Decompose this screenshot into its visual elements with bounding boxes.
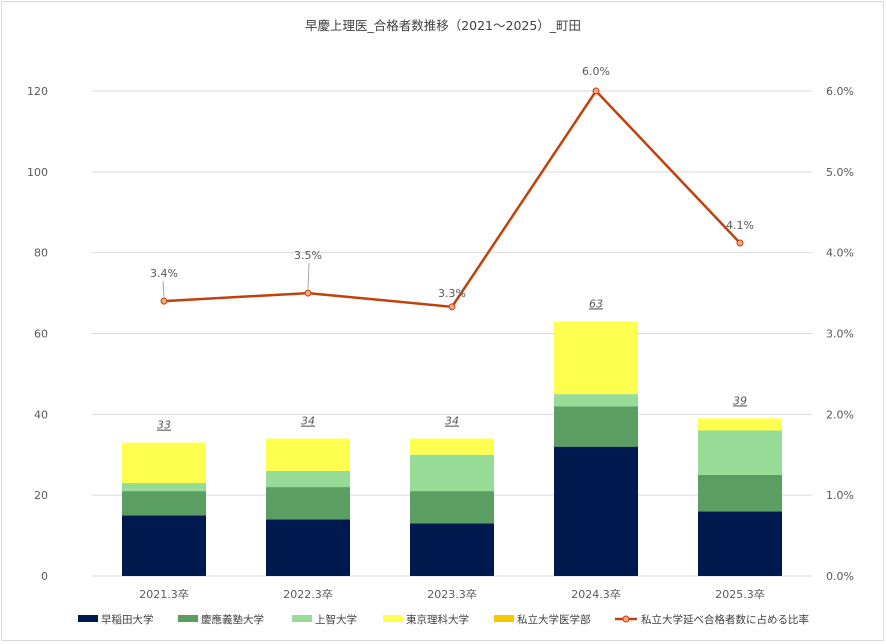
ratio-point <box>448 303 456 311</box>
y2-tick-label: 6.0% <box>826 85 854 98</box>
bar-segment <box>266 487 350 520</box>
y-tick-label: 0 <box>41 570 48 583</box>
ratio-point <box>592 87 600 95</box>
total-label: 34 <box>445 415 459 428</box>
legend-swatch <box>78 615 98 622</box>
legend-swatch <box>494 615 514 622</box>
legend-label: 慶應義塾大学 <box>201 613 264 626</box>
legend-swatch <box>383 615 403 622</box>
x-tick-label: 2023.3卒 <box>427 587 477 601</box>
legend-swatch <box>178 615 198 622</box>
legend-label: 東京理科大学 <box>406 613 469 626</box>
y-tick-label: 40 <box>34 408 48 421</box>
y-tick-label: 120 <box>27 85 48 98</box>
legend-label: 私立大学延べ合格者数に占める比率 <box>641 613 809 626</box>
bar-segment <box>698 418 782 431</box>
y2-tick-label: 2.0% <box>826 408 854 421</box>
ratio-label: 3.3% <box>438 287 466 300</box>
y2-tick-label: 3.0% <box>826 328 854 341</box>
y-tick-label: 20 <box>34 489 48 502</box>
y2-tick-label: 5.0% <box>826 166 854 179</box>
bar-segment <box>698 474 782 512</box>
total-label: 33 <box>157 419 171 432</box>
total-label: 39 <box>733 394 747 407</box>
y-tick-label: 100 <box>27 166 48 179</box>
x-tick-label: 2024.3卒 <box>571 587 621 601</box>
y2-tick-label: 1.0% <box>826 489 854 502</box>
ratio-label: 3.5% <box>294 249 322 262</box>
bar-segment <box>410 454 494 492</box>
x-tick-label: 2022.3卒 <box>283 587 333 601</box>
x-tick-label: 2021.3卒 <box>139 587 189 601</box>
bar-segment <box>266 470 350 488</box>
ratio-label: 4.1% <box>726 219 754 232</box>
bar-segment <box>266 438 350 471</box>
legend-label: 上智大学 <box>315 613 357 626</box>
bar-segment <box>554 394 638 407</box>
bar-segment <box>266 519 350 576</box>
y-tick-label: 80 <box>34 247 48 260</box>
ratio-line <box>163 89 741 309</box>
x-tick-label: 2025.3卒 <box>715 587 765 601</box>
legend-line-marker <box>622 615 630 623</box>
legend-label: 私立大学医学部 <box>517 613 591 626</box>
label-leader <box>307 263 310 290</box>
bar-segment <box>698 430 782 475</box>
legend-label: 早稲田大学 <box>101 613 154 626</box>
ratio-label: 3.4% <box>150 267 178 280</box>
bar-segment <box>122 491 206 516</box>
ratio-point <box>304 289 312 297</box>
bar-segment <box>554 321 638 395</box>
legend-swatch <box>292 615 312 622</box>
label-leader <box>162 281 165 298</box>
chart-title: 早慶上理医_合格者数推移（2021～2025）_町田 <box>305 18 581 33</box>
ratio-label: 6.0% <box>582 65 610 78</box>
bar-segment <box>122 442 206 484</box>
ratio-point <box>160 297 168 305</box>
bar-segment <box>410 523 494 576</box>
total-label: 34 <box>301 415 315 428</box>
bar-segment <box>410 491 494 524</box>
bar-segment <box>698 511 782 576</box>
total-label: 63 <box>589 297 603 310</box>
y-tick-label: 60 <box>34 328 48 341</box>
ratio-point <box>736 239 744 247</box>
bar-segment <box>410 438 494 455</box>
y2-tick-label: 0.0% <box>826 570 854 583</box>
bar-segment <box>122 515 206 576</box>
bar-segment <box>122 483 206 492</box>
bar-segment <box>554 446 638 576</box>
bar-segment <box>554 406 638 447</box>
y2-tick-label: 4.0% <box>826 247 854 260</box>
